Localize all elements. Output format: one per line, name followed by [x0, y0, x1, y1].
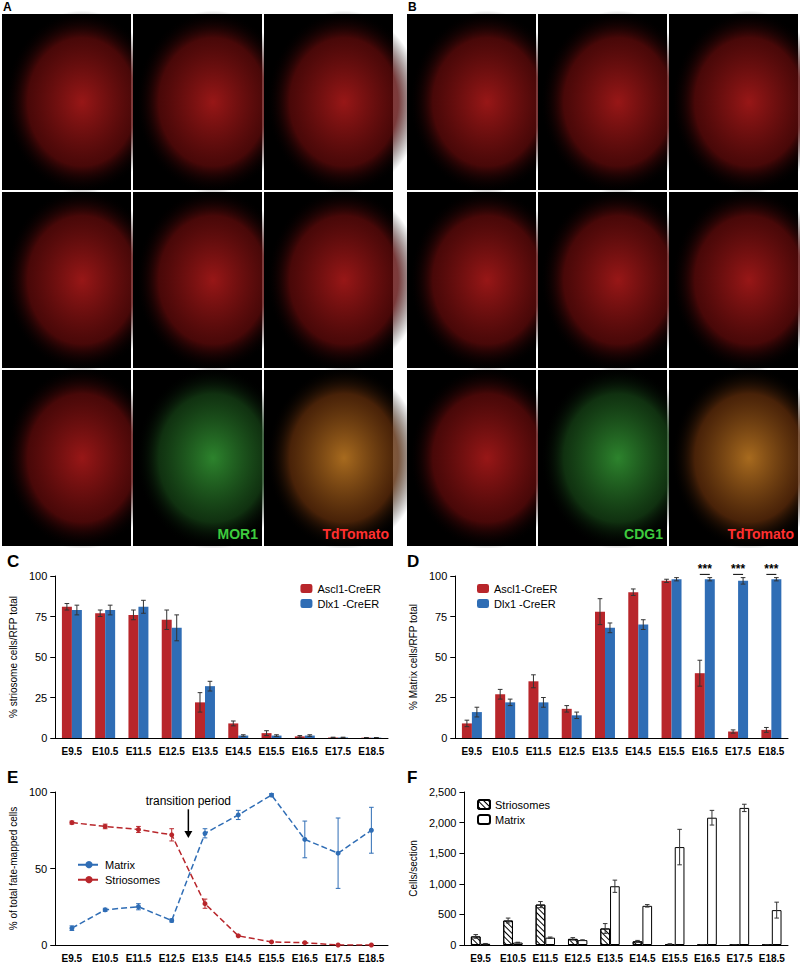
svg-text:E9.5: E9.5	[462, 746, 483, 757]
svg-text:Striosomes: Striosomes	[495, 799, 551, 811]
svg-text:CDG1: CDG1	[624, 526, 663, 542]
svg-text:E16.5: E16.5	[292, 746, 319, 757]
svg-text:E18.5: E18.5	[759, 953, 786, 964]
svg-text:E14.5: E14.5	[225, 953, 252, 964]
svg-text:E9.5: E9.5	[62, 746, 83, 757]
svg-text:E13.5: E13.5	[192, 953, 219, 964]
svg-text:75: 75	[435, 611, 447, 623]
svg-text:E11.5: E11.5	[526, 746, 552, 757]
svg-text:E15.5: E15.5	[662, 953, 689, 964]
svg-text:E17.5: E17.5	[726, 953, 753, 964]
svg-text:50: 50	[35, 863, 47, 875]
svg-text:100: 100	[429, 570, 447, 582]
svg-text:500: 500	[438, 908, 456, 920]
svg-text:25: 25	[435, 692, 447, 704]
svg-text:E18.5: E18.5	[358, 953, 385, 964]
svg-text:E13.5: E13.5	[192, 746, 219, 757]
svg-text:E16.5: E16.5	[692, 746, 719, 757]
svg-text:0: 0	[41, 939, 47, 951]
svg-text:E17.5: E17.5	[325, 746, 352, 757]
svg-text:50: 50	[435, 651, 447, 663]
svg-text:TdTomato: TdTomato	[322, 526, 389, 542]
svg-text:B: B	[408, 0, 417, 14]
svg-text:E12.5: E12.5	[159, 953, 186, 964]
svg-text:C: C	[7, 552, 19, 571]
svg-text:75: 75	[35, 611, 47, 623]
svg-text:F: F	[407, 768, 417, 787]
svg-text:% of total fate-mapped cells: % of total fate-mapped cells	[8, 807, 19, 930]
svg-text:Ascl1-CreER: Ascl1-CreER	[317, 583, 381, 595]
svg-text:***: ***	[698, 562, 712, 576]
svg-text:Dlx1 -CreER: Dlx1 -CreER	[494, 598, 556, 610]
svg-text:2,000: 2,000	[429, 817, 457, 829]
svg-text:E15.5: E15.5	[658, 746, 685, 757]
svg-text:E10.5: E10.5	[92, 953, 119, 964]
svg-text:Dlx1 -CreER: Dlx1 -CreER	[317, 598, 379, 610]
svg-text:50: 50	[35, 651, 47, 663]
svg-text:MOR1: MOR1	[218, 526, 259, 542]
svg-text:100: 100	[29, 570, 47, 582]
svg-text:Matrix: Matrix	[495, 814, 525, 826]
svg-text:E16.5: E16.5	[292, 953, 319, 964]
svg-text:Ascl1-CreER: Ascl1-CreER	[494, 583, 558, 595]
svg-text:transition period: transition period	[146, 794, 231, 808]
svg-text:E15.5: E15.5	[258, 746, 285, 757]
svg-text:E9.5: E9.5	[62, 953, 83, 964]
svg-text:E15.5: E15.5	[258, 953, 285, 964]
svg-text:E11.5: E11.5	[533, 953, 559, 964]
svg-text:E10.5: E10.5	[492, 746, 519, 757]
svg-text:0: 0	[41, 732, 47, 744]
svg-text:100: 100	[29, 786, 47, 798]
svg-text:25: 25	[35, 692, 47, 704]
svg-text:***: ***	[731, 562, 745, 576]
svg-text:E18.5: E18.5	[758, 746, 785, 757]
svg-text:E13.5: E13.5	[592, 746, 619, 757]
svg-text:0: 0	[441, 732, 447, 744]
svg-text:E16.5: E16.5	[694, 953, 721, 964]
svg-text:E11.5: E11.5	[126, 746, 152, 757]
svg-text:E18.5: E18.5	[358, 746, 385, 757]
svg-text:E17.5: E17.5	[725, 746, 752, 757]
svg-text:Matrix: Matrix	[105, 859, 135, 871]
svg-text:E: E	[7, 768, 18, 787]
svg-text:E10.5: E10.5	[500, 953, 527, 964]
svg-text:D: D	[407, 552, 419, 571]
svg-text:2,500: 2,500	[429, 786, 457, 798]
svg-text:E13.5: E13.5	[597, 953, 624, 964]
svg-text:Cells/section: Cells/section	[408, 840, 419, 897]
svg-text:E12.5: E12.5	[159, 746, 186, 757]
svg-text:E9.5: E9.5	[470, 953, 491, 964]
svg-text:E14.5: E14.5	[629, 953, 656, 964]
svg-text:***: ***	[764, 562, 778, 576]
svg-text:E14.5: E14.5	[625, 746, 652, 757]
svg-text:E14.5: E14.5	[225, 746, 252, 757]
svg-text:E17.5: E17.5	[325, 953, 352, 964]
svg-text:A: A	[3, 0, 12, 14]
svg-text:TdTomato: TdTomato	[727, 526, 794, 542]
svg-text:E10.5: E10.5	[92, 746, 119, 757]
svg-text:% Matrix cells/RFP total: % Matrix cells/RFP total	[408, 604, 419, 710]
svg-text:0: 0	[450, 939, 456, 951]
svg-text:E12.5: E12.5	[559, 746, 586, 757]
svg-text:E11.5: E11.5	[126, 953, 152, 964]
svg-text:% striosome cells/RFP total: % striosome cells/RFP total	[8, 596, 19, 718]
svg-text:1,500: 1,500	[429, 847, 457, 859]
svg-text:E12.5: E12.5	[565, 953, 592, 964]
svg-text:1,000: 1,000	[429, 878, 457, 890]
svg-text:Striosomes: Striosomes	[105, 874, 161, 886]
